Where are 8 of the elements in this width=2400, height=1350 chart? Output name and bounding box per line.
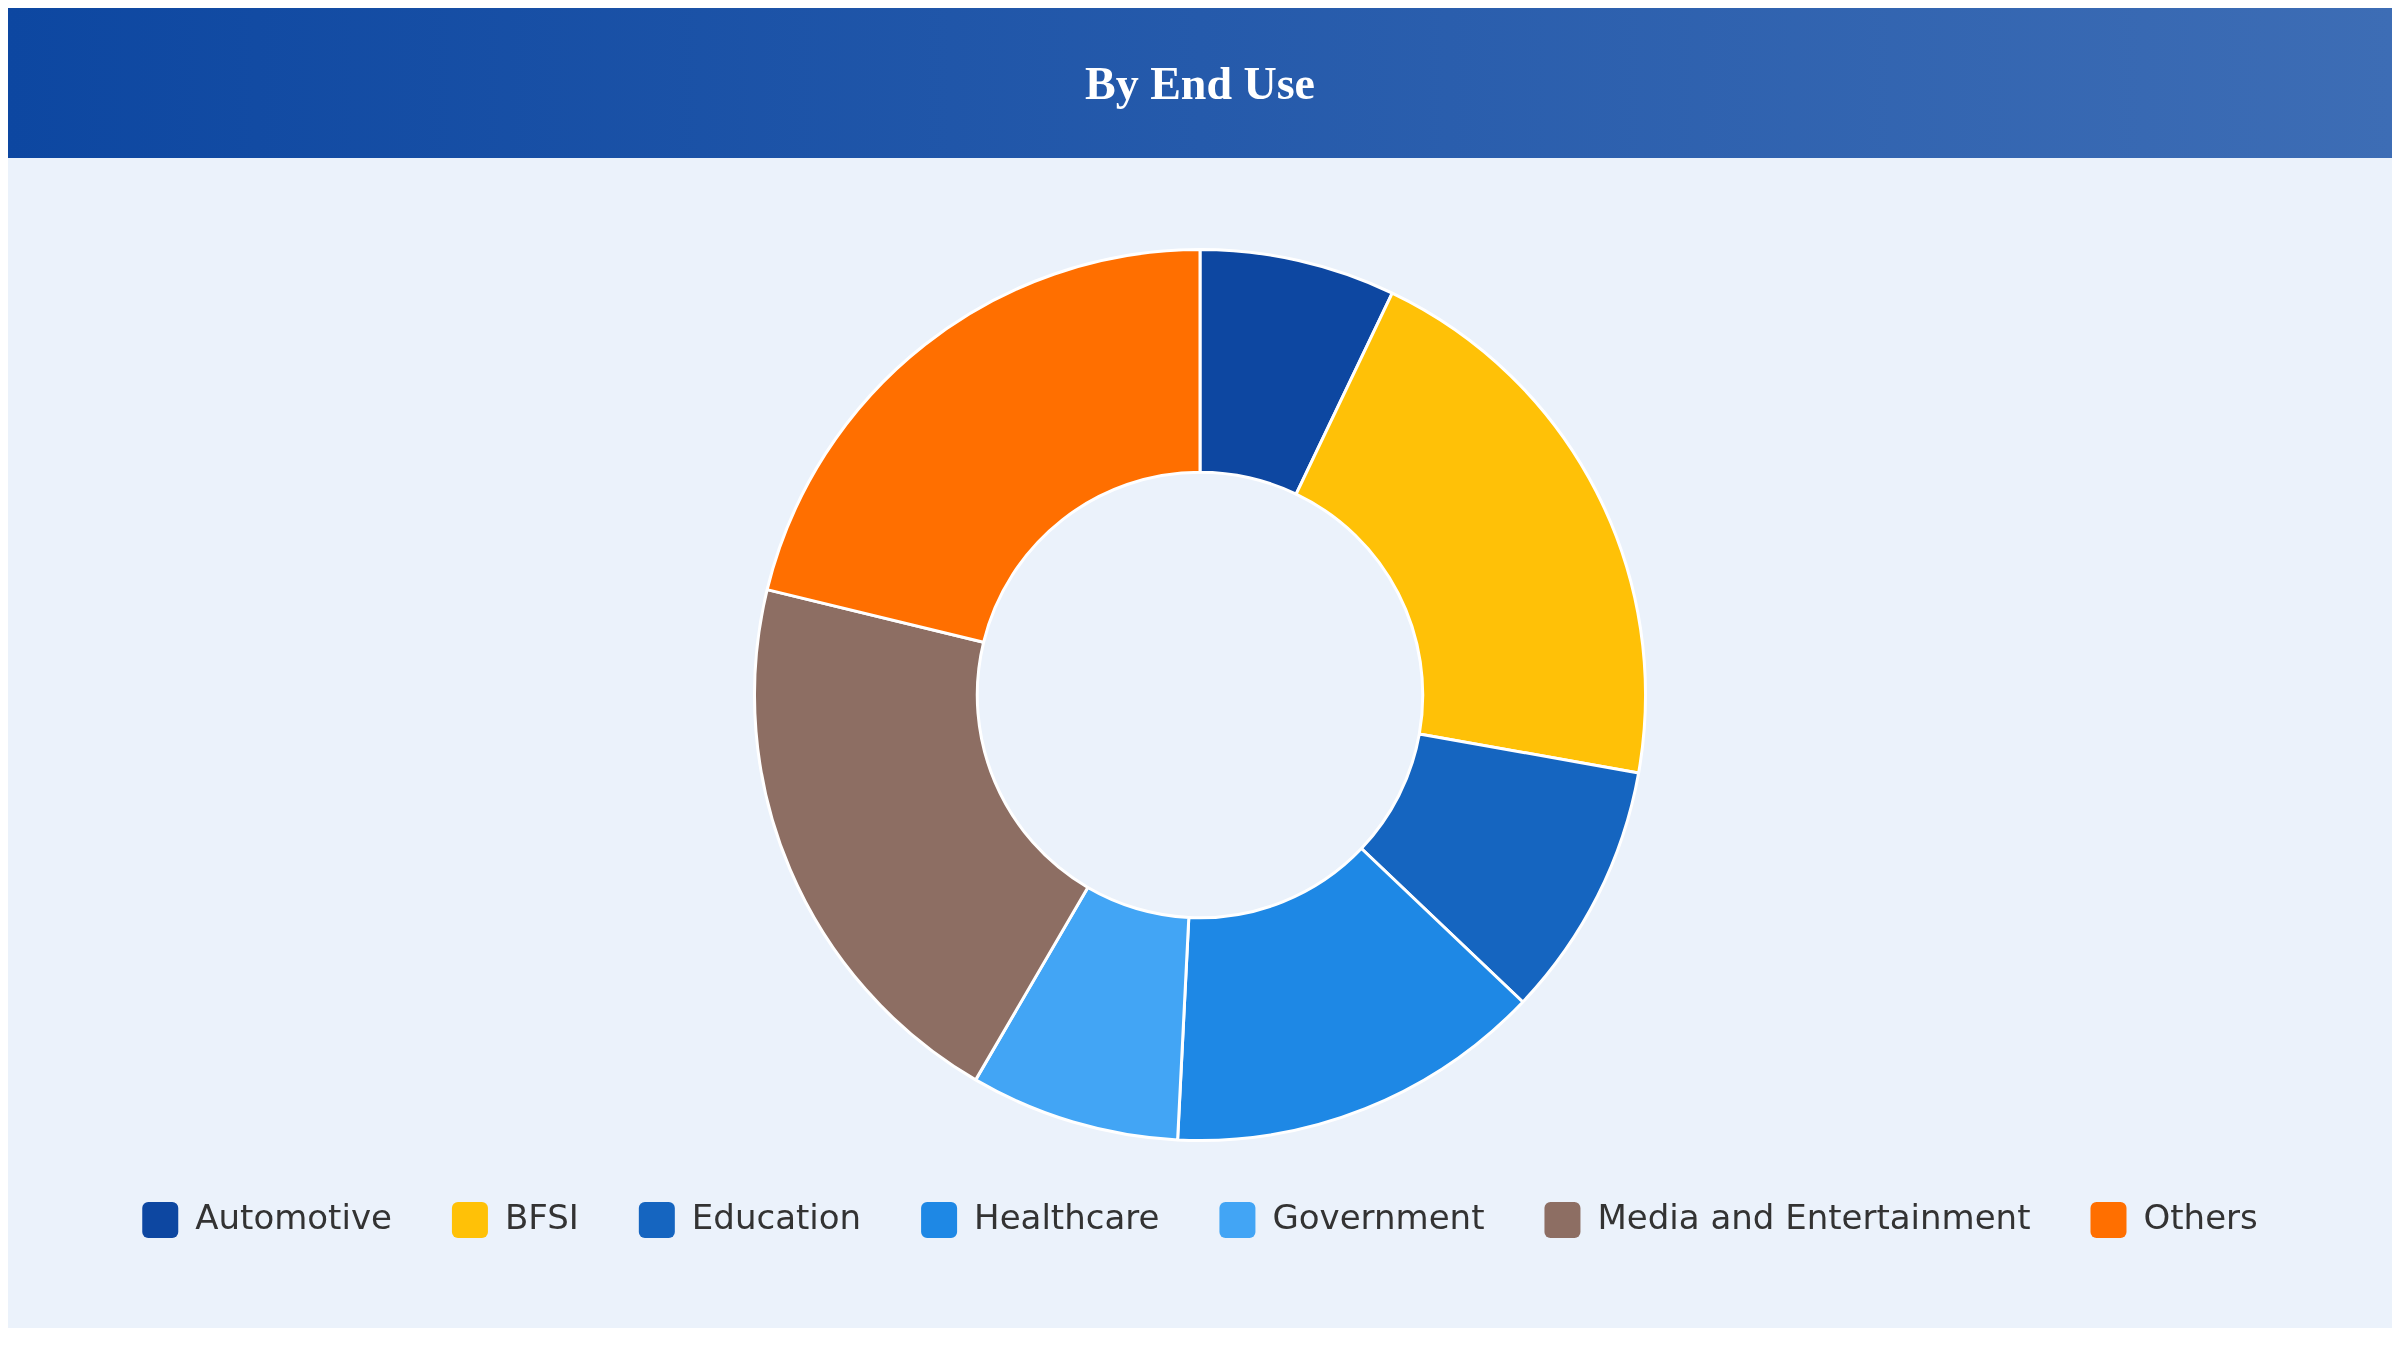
legend-label: Healthcare [974, 1196, 1160, 1237]
legend-label: Automotive [195, 1196, 392, 1237]
legend-label: Government [1272, 1196, 1485, 1237]
legend-label: BFSI [504, 1196, 579, 1237]
chart-title: By End Use [1084, 56, 1316, 110]
legend-label: Education [691, 1196, 862, 1237]
legend-label: Others [2143, 1196, 2258, 1237]
legend-label: Media and Entertainment [1597, 1196, 2031, 1237]
